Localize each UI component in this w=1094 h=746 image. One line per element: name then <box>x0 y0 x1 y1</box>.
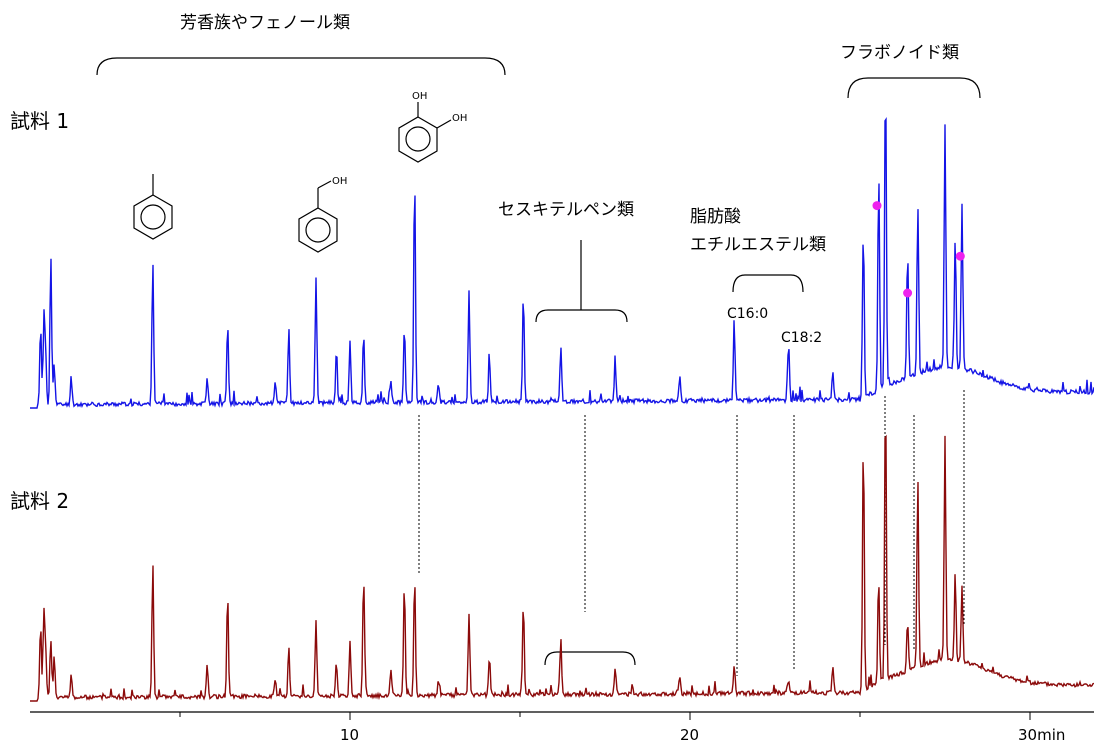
benzyl-oh-label: OH <box>332 176 347 187</box>
sample1-trace <box>30 117 1094 409</box>
x-tick-label-30: 30min <box>1018 726 1065 744</box>
x-tick-label-20: 20 <box>680 726 699 744</box>
peak-c18-label: C18:2 <box>781 330 822 346</box>
sample2-label: 試料 2 <box>10 489 69 513</box>
catechol-oh-label-1: OH <box>412 91 427 102</box>
group-fatty-label-2: エチルエステル類 <box>690 235 826 255</box>
aromatic-bracket <box>96 57 506 76</box>
flavonoid-markers <box>872 201 965 298</box>
x-axis-ticks: 10 20 30min <box>179 712 1065 744</box>
group-sesquiterpene-label: セスキテルペン類 <box>498 200 634 220</box>
catechol-oh-label-2: OH <box>452 113 467 124</box>
catechol-structure-icon <box>398 102 452 163</box>
flavonoid-marker-1 <box>872 201 882 211</box>
benzyl-alcohol-structure-icon <box>298 180 338 253</box>
sesquiterpene-bracket-2 <box>544 651 636 666</box>
group-flavonoid-label: フラボノイド類 <box>840 43 959 63</box>
x-tick-label-10: 10 <box>340 726 359 744</box>
flavonoid-marker-2 <box>903 288 913 298</box>
group-aromatic-label: 芳香族やフェノール類 <box>180 13 350 33</box>
flavonoid-marker-3 <box>955 251 965 261</box>
sample2-trace <box>30 434 1094 702</box>
flavonoid-bracket <box>847 77 981 99</box>
fatty-bracket <box>732 274 804 293</box>
sesquiterpene-bracket-1 <box>535 309 628 323</box>
group-fatty-label-1: 脂肪酸 <box>690 207 741 227</box>
toluene-structure-icon <box>133 174 173 240</box>
correspondence-lines <box>418 390 965 676</box>
peak-c16-label: C16:0 <box>727 306 768 322</box>
sample1-label: 試料 1 <box>10 109 69 133</box>
